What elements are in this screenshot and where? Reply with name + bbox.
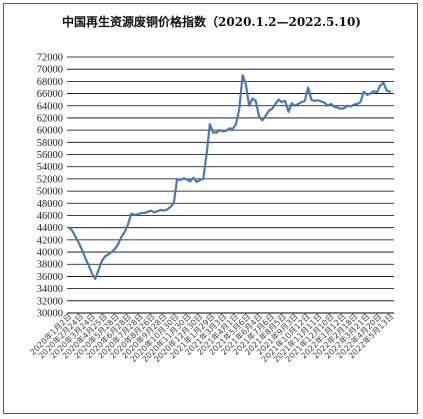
series-line bbox=[67, 74, 392, 280]
y-tick-label: 48000 bbox=[37, 199, 63, 210]
y-tick-label: 38000 bbox=[37, 260, 63, 271]
y-tick-label: 60000 bbox=[37, 126, 63, 137]
y-tick-label: 66000 bbox=[37, 89, 63, 100]
y-tick-label: 68000 bbox=[37, 77, 63, 88]
y-tick-label: 54000 bbox=[37, 162, 63, 173]
y-tick-label: 70000 bbox=[37, 65, 63, 76]
y-tick-label: 42000 bbox=[37, 235, 63, 246]
chart-frame bbox=[3, 3, 418, 414]
y-gridlines bbox=[67, 56, 394, 314]
y-tick-label: 32000 bbox=[37, 296, 63, 307]
y-tick-label: 56000 bbox=[37, 150, 63, 161]
chart-title: 中国再生资源废铜价格指数（2020.1.2—2022.5.10) bbox=[62, 15, 361, 29]
y-tick-label: 62000 bbox=[37, 113, 63, 124]
y-tick-label: 30000 bbox=[37, 309, 63, 320]
y-tick-label: 44000 bbox=[37, 223, 63, 234]
y-tick-label: 64000 bbox=[37, 101, 63, 112]
y-tick-label: 40000 bbox=[37, 248, 63, 259]
y-tick-label: 72000 bbox=[37, 53, 63, 64]
y-tick-label: 36000 bbox=[37, 272, 63, 283]
y-tick-label: 58000 bbox=[37, 138, 63, 149]
y-tick-label: 50000 bbox=[37, 187, 63, 198]
y-tick-label: 34000 bbox=[37, 284, 63, 295]
y-tick-label: 52000 bbox=[37, 174, 63, 185]
y-tick-label: 46000 bbox=[37, 211, 63, 222]
x-tick-labels: 2020年1月2日2020年2月24日2020年3月24日2020年4月25日2… bbox=[28, 311, 396, 364]
series-path-0 bbox=[67, 74, 392, 280]
